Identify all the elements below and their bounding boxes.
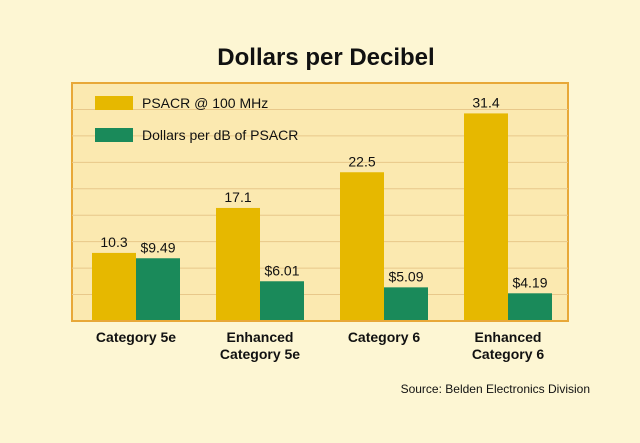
chart-title: Dollars per Decibel xyxy=(217,44,434,71)
bar-dollars-per-db-1 xyxy=(136,258,180,321)
value-label-psacr-2: 17.1 xyxy=(224,189,251,205)
bar-dollars-per-db-3 xyxy=(384,287,428,321)
legend: PSACR @ 100 MHz Dollars per dB of PSACR xyxy=(95,95,298,143)
bar-dollars-per-db-4 xyxy=(508,293,552,321)
bar-psacr-4 xyxy=(464,113,508,322)
value-label-psacr-4: 31.4 xyxy=(472,94,499,110)
legend-label-psacr: PSACR @ 100 MHz xyxy=(142,95,268,111)
x-tick-label-3: Category 6 xyxy=(348,329,421,345)
legend-label-dollars-per-db: Dollars per dB of PSACR xyxy=(142,127,298,143)
value-label-dollars-per-db-4: $4.19 xyxy=(512,274,547,290)
bars xyxy=(92,113,552,322)
x-tick-label-1: Category 5e xyxy=(96,329,176,345)
value-labels: 10.3 $9.49 17.1 $6.01 22.5 $5.09 31.4 $4.19 xyxy=(100,94,547,290)
value-label-psacr-1: 10.3 xyxy=(100,234,127,250)
x-tick-labels: Category 5e Enhanced Category 5e Category 6… xyxy=(96,329,544,362)
legend-swatch-dollars-per-db xyxy=(95,128,133,142)
source-note: Source: Belden Electronics Division xyxy=(401,382,590,396)
x-tick-label-2: Enhanced Category 5e xyxy=(220,329,300,362)
bar-psacr-1 xyxy=(92,252,136,321)
value-label-dollars-per-db-3: $5.09 xyxy=(388,268,423,284)
value-label-dollars-per-db-2: $6.01 xyxy=(264,262,299,278)
x-tick-label-4: Enhanced Category 6 xyxy=(472,329,545,362)
bar-dollars-per-db-2 xyxy=(260,281,304,321)
value-label-psacr-3: 22.5 xyxy=(348,153,375,169)
bar-psacr-3 xyxy=(340,172,384,321)
value-label-dollars-per-db-1: $9.49 xyxy=(140,239,175,255)
bar-psacr-2 xyxy=(216,207,260,321)
legend-swatch-psacr xyxy=(95,96,133,110)
